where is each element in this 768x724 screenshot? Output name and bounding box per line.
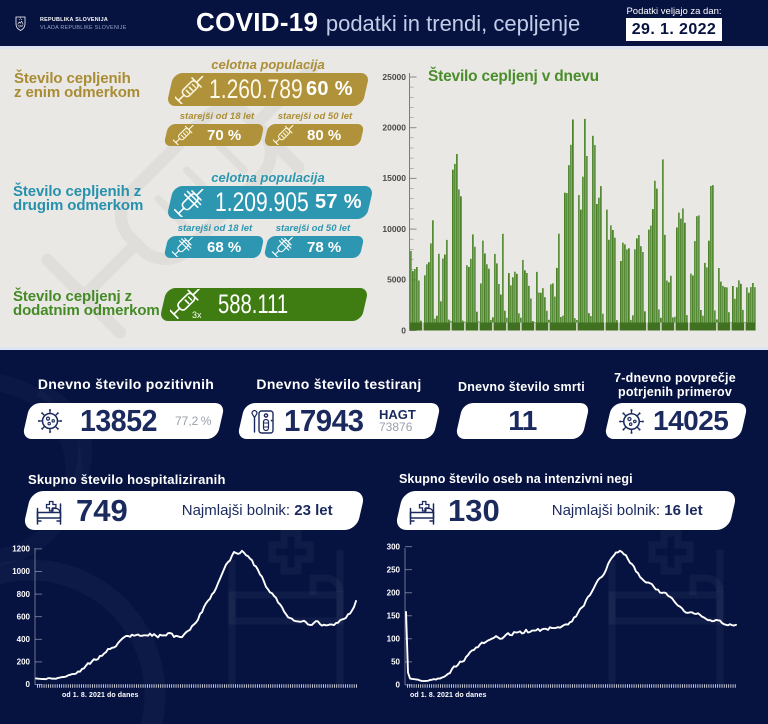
svg-text:0: 0 bbox=[396, 681, 401, 690]
svg-text:10000: 10000 bbox=[382, 224, 406, 234]
svg-text:0: 0 bbox=[401, 325, 406, 335]
svg-text:20000: 20000 bbox=[382, 123, 406, 133]
svg-text:150: 150 bbox=[387, 612, 401, 621]
svg-text:400: 400 bbox=[17, 635, 31, 644]
svg-text:0: 0 bbox=[26, 680, 31, 689]
svg-text:25000: 25000 bbox=[382, 72, 406, 82]
svg-text:250: 250 bbox=[387, 565, 401, 574]
svg-text:300: 300 bbox=[387, 542, 401, 551]
svg-text:600: 600 bbox=[17, 612, 31, 621]
svg-text:800: 800 bbox=[17, 590, 31, 599]
svg-text:5000: 5000 bbox=[387, 275, 406, 285]
svg-text:200: 200 bbox=[17, 658, 31, 667]
svg-text:3x: 3x bbox=[192, 310, 202, 320]
svg-text:od 1. 8. 2021 do danes: od 1. 8. 2021 do danes bbox=[62, 692, 139, 699]
svg-text:100: 100 bbox=[387, 635, 401, 644]
svg-text:1000: 1000 bbox=[12, 567, 30, 576]
svg-text:1200: 1200 bbox=[12, 545, 30, 554]
svg-text:od 1. 8. 2021 do danes: od 1. 8. 2021 do danes bbox=[410, 692, 487, 699]
svg-text:200: 200 bbox=[387, 589, 401, 598]
svg-text:15000: 15000 bbox=[382, 173, 406, 183]
svg-text:50: 50 bbox=[391, 658, 400, 667]
